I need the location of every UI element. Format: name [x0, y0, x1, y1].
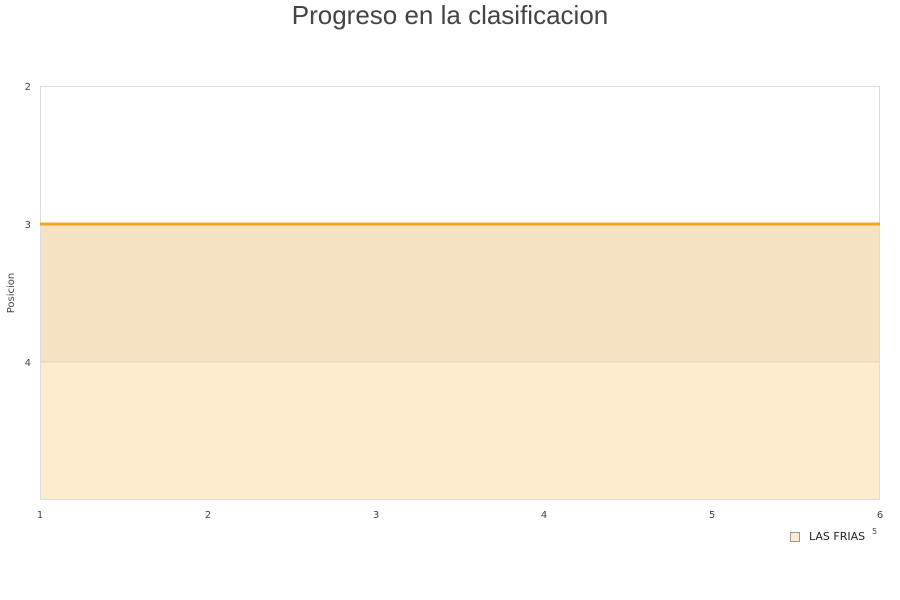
band-1	[40, 362, 880, 500]
chart-title: Progreso en la clasificacion	[291, 0, 609, 30]
x-tick-label: 4	[541, 510, 547, 521]
x-tick-label: 1	[37, 510, 43, 521]
y-tick-label-5: 5	[872, 527, 878, 536]
y-tick-label: 4	[25, 358, 31, 369]
x-tick-label: 6	[877, 510, 883, 521]
legend-label: LAS FRIAS	[809, 530, 866, 543]
x-tick-label: 3	[373, 510, 379, 521]
band-0	[40, 224, 880, 362]
x-tick-label: 2	[205, 510, 211, 521]
y-tick-label: 2	[25, 82, 31, 93]
legend[interactable]: LAS FRIAS	[790, 530, 865, 543]
y-axis-label: Posicion	[6, 273, 17, 314]
y-tick-label: 3	[25, 220, 31, 231]
plot-frame	[40, 86, 880, 500]
legend-swatch	[790, 531, 800, 542]
x-tick-label: 5	[709, 510, 715, 521]
